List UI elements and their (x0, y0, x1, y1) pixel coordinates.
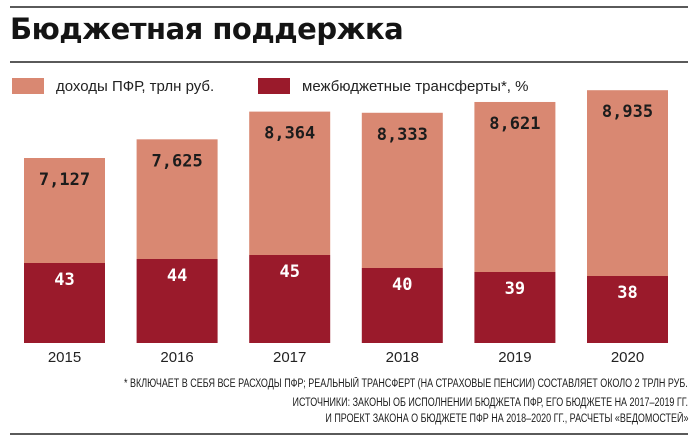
bar-income-2016 (136, 139, 218, 259)
chart-title: Бюджетная поддержка (10, 12, 404, 46)
bar-transfers-2016 (136, 259, 218, 343)
bar-transfers-2017 (249, 255, 331, 343)
x-tick-label-2015: 2015 (48, 349, 81, 366)
data-label-transfers-2017: 45 (279, 262, 299, 282)
legend-item-transfers: межбюджетные трансферты*, % (258, 76, 528, 96)
legend-item-income: доходы ПФР, трлн руб. (12, 76, 214, 96)
data-label-income-2018: 8,333 (377, 125, 428, 145)
bar-transfers-2015 (24, 263, 105, 343)
data-label-income-2015: 7,127 (39, 170, 90, 190)
bar-income-2019 (474, 101, 556, 272)
x-tick-label-2019: 2019 (498, 349, 531, 366)
x-tick-label-2017: 2017 (273, 349, 306, 366)
footnote: * ВКЛЮЧАЕТ В СЕБЯ ВСЕ РАСХОДЫ ПФР; РЕАЛЬ… (124, 378, 688, 390)
legend-label-transfers: межбюджетные трансферты*, % (302, 77, 529, 95)
bar-income-2015 (24, 158, 105, 263)
legend-swatch-transfers (258, 78, 290, 94)
sources-line-1: ИСТОЧНИКИ: ЗАКОНЫ ОБ ИСПОЛНЕНИИ БЮДЖЕТА … (292, 397, 688, 409)
bottom-rule (10, 433, 688, 435)
title-rule (10, 61, 688, 63)
data-label-transfers-2015: 43 (54, 270, 74, 290)
bar-transfers-2019 (474, 272, 556, 343)
top-rule (10, 6, 688, 8)
data-label-income-2016: 7,625 (152, 151, 203, 171)
data-label-transfers-2016: 44 (167, 266, 187, 286)
bar-income-2020 (587, 90, 668, 276)
x-tick-label-2018: 2018 (386, 349, 419, 366)
legend-swatch-income (12, 78, 44, 94)
x-tick-label-2020: 2020 (611, 349, 644, 366)
data-label-income-2019: 8,621 (489, 114, 540, 134)
sources-line-2: И ПРОЕКТ ЗАКОНА О БЮДЖЕТЕ ПФР НА 2018–20… (324, 413, 688, 425)
data-label-income-2020: 8,935 (602, 102, 653, 122)
bar-transfers-2018 (361, 268, 443, 343)
x-tick-label-2016: 2016 (160, 349, 193, 366)
data-label-income-2017: 8,364 (264, 124, 315, 144)
data-label-transfers-2020: 38 (617, 283, 637, 303)
bar-transfers-2020 (587, 276, 668, 343)
bar-income-2018 (361, 112, 443, 269)
bar-income-2017 (249, 111, 331, 255)
data-label-transfers-2019: 39 (505, 279, 525, 299)
legend-label-income: доходы ПФР, трлн руб. (56, 77, 215, 95)
data-label-transfers-2018: 40 (392, 275, 412, 295)
